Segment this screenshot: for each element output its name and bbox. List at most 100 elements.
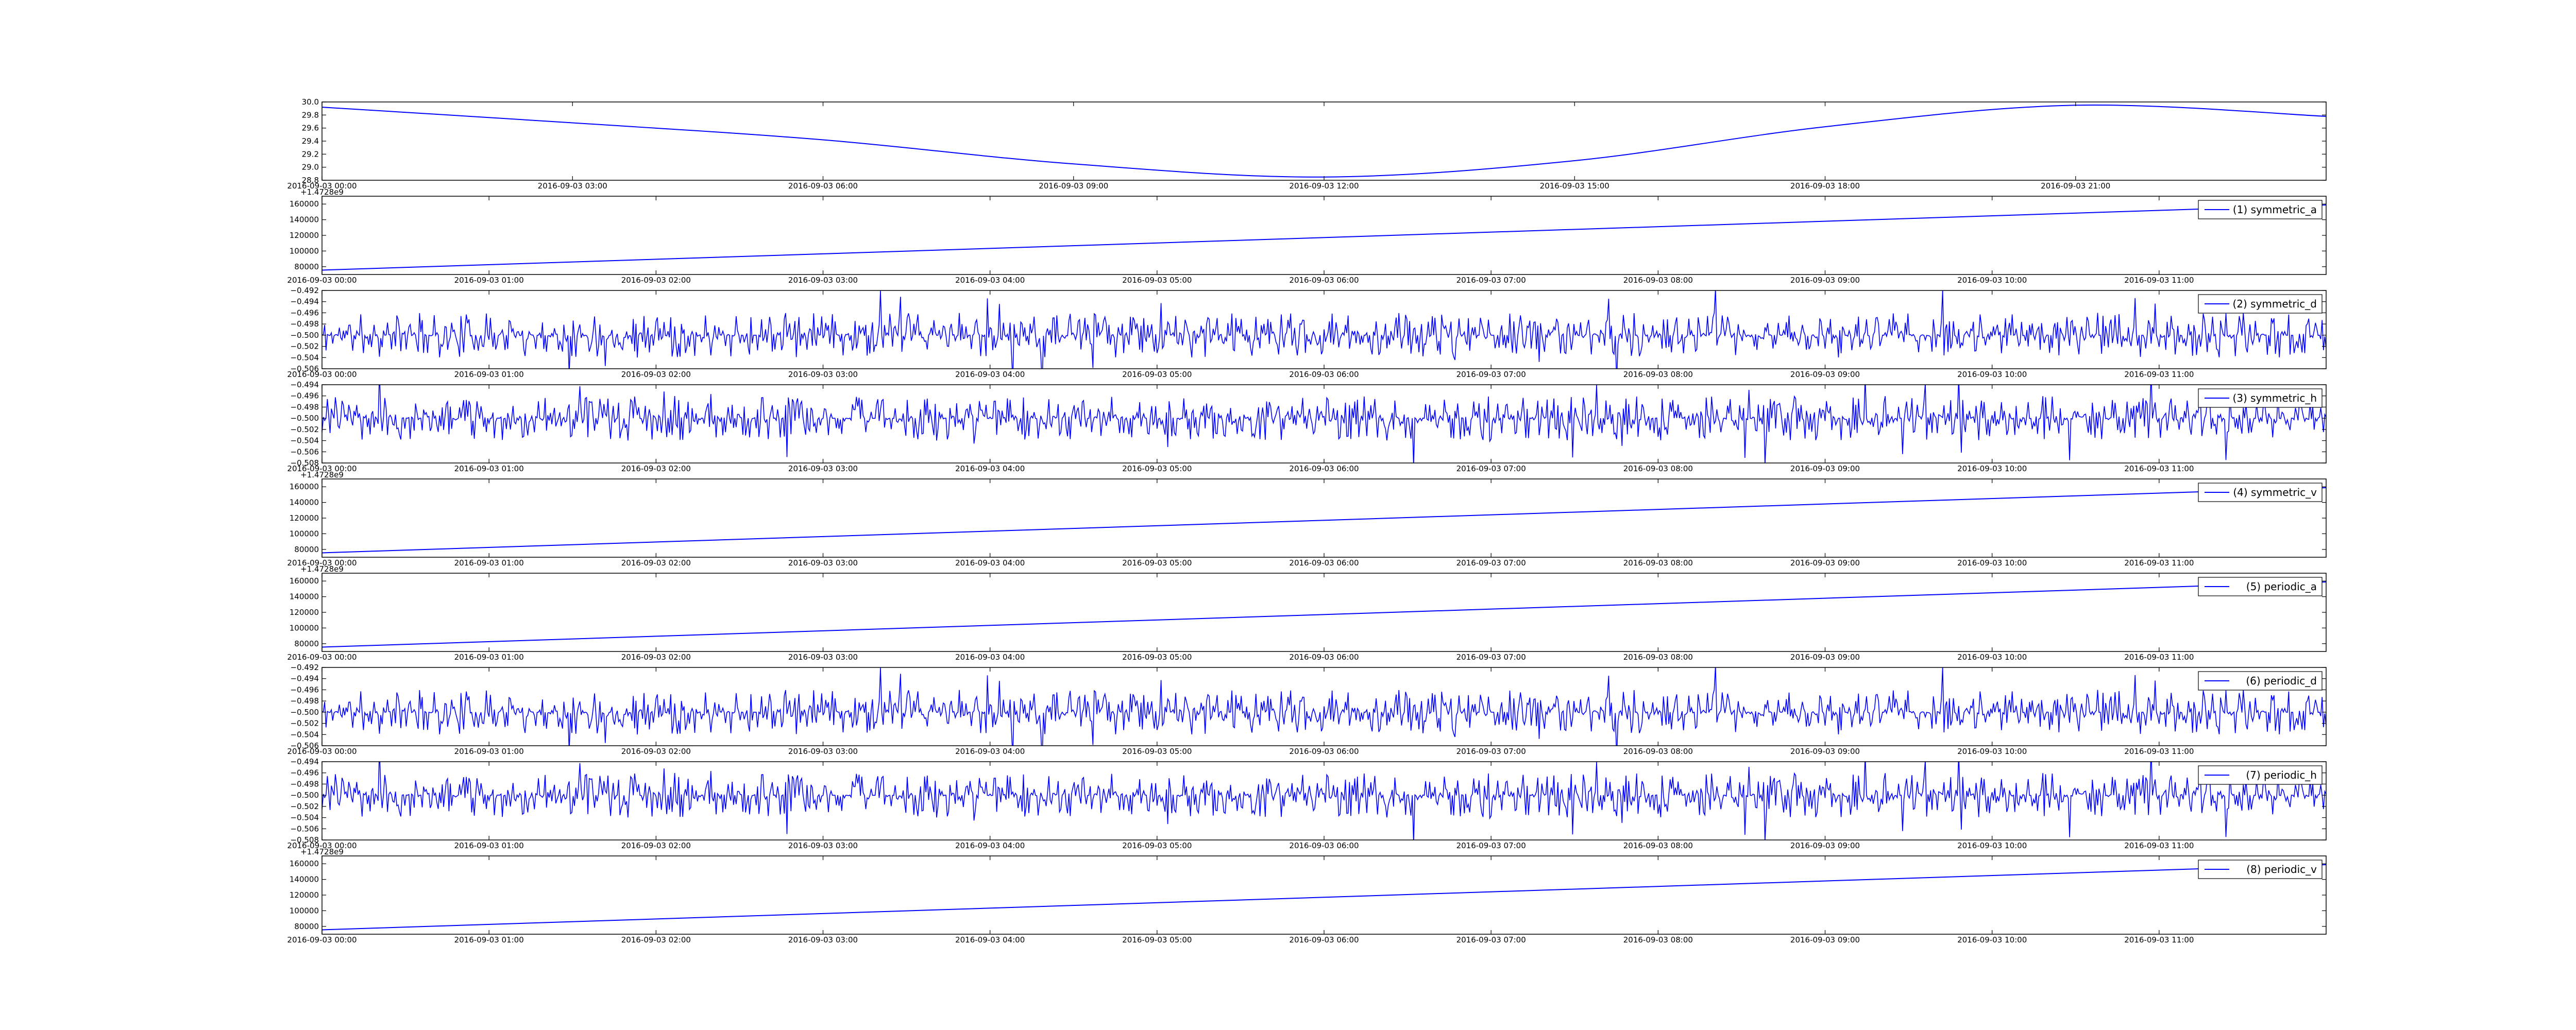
x-tick-label: 2016-09-03 06:00 — [1289, 276, 1359, 285]
x-tick-label: 2016-09-03 01:00 — [454, 653, 524, 662]
y-tick-label: 160000 — [290, 482, 319, 491]
y-tick-label: −0.494 — [290, 380, 319, 389]
x-tick-label: 2016-09-03 06:00 — [1289, 841, 1359, 850]
series-line — [322, 864, 2326, 931]
x-tick-label: 2016-09-03 07:00 — [1456, 747, 1526, 756]
axes-frame — [321, 101, 2327, 181]
y-tick-label: 160000 — [290, 576, 319, 586]
y-tick-label: −0.504 — [290, 813, 319, 822]
x-tick-label: 2016-09-03 18:00 — [1790, 181, 1860, 191]
x-tick-label: 2016-09-03 09:00 — [1790, 558, 1860, 568]
series-line — [322, 290, 2326, 369]
x-tick-label: 2016-09-03 00:00 — [287, 653, 357, 662]
x-tick-label: 2016-09-03 06:00 — [1289, 464, 1359, 473]
x-tick-label: 2016-09-03 00:00 — [287, 558, 357, 568]
y-tick-label: 30.0 — [302, 97, 319, 107]
x-tick-label: 2016-09-03 10:00 — [1957, 464, 2027, 473]
x-tick-label: 2016-09-03 10:00 — [1957, 747, 2027, 756]
legend: (6) periodic_d — [2198, 671, 2323, 691]
x-tick-label: 2016-09-03 12:00 — [1289, 181, 1359, 191]
series-line — [322, 104, 2326, 178]
y-tick-label: 100000 — [290, 623, 319, 632]
x-tick-label: 2016-09-03 02:00 — [621, 747, 691, 756]
legend-label: (5) periodic_a — [2246, 580, 2317, 593]
x-tick-label: 2016-09-03 07:00 — [1456, 841, 1526, 850]
x-tick-label: 2016-09-03 04:00 — [955, 841, 1025, 850]
x-tick-label: 2016-09-03 00:00 — [287, 464, 357, 473]
y-tick-label: 29.2 — [302, 149, 319, 159]
x-tick-label: 2016-09-03 02:00 — [621, 370, 691, 379]
x-tick-label: 2016-09-03 07:00 — [1456, 276, 1526, 285]
x-tick-label: 2016-09-03 01:00 — [454, 464, 524, 473]
x-tick-label: 2016-09-03 10:00 — [1957, 276, 2027, 285]
x-tick-label: 2016-09-03 10:00 — [1957, 370, 2027, 379]
x-tick-label: 2016-09-03 01:00 — [454, 276, 524, 285]
x-tick-label: 2016-09-03 09:00 — [1790, 747, 1860, 756]
y-tick-label: 140000 — [290, 498, 319, 507]
y-tick-label: −0.504 — [290, 436, 319, 445]
x-tick-label: 2016-09-03 07:00 — [1456, 558, 1526, 568]
x-tick-label: 2016-09-03 00:00 — [287, 181, 357, 191]
y-tick-label: −0.496 — [290, 685, 319, 694]
y-tick-label: −0.492 — [290, 663, 319, 672]
y-tick-label: 160000 — [290, 859, 319, 868]
legend: (8) periodic_v — [2198, 860, 2323, 879]
chart-panel: 2016-09-03 00:00 2016-09-03 01:00 2016-09-… — [287, 380, 2327, 473]
y-tick-label: −0.506 — [290, 741, 319, 750]
legend-label: (3) symmetric_h — [2232, 392, 2317, 404]
y-tick-label: −0.502 — [290, 719, 319, 728]
axes-frame — [321, 855, 2327, 935]
y-tick-label: −0.492 — [290, 286, 319, 295]
axes-frame — [321, 196, 2327, 275]
x-tick-label: 2016-09-03 00:00 — [287, 276, 357, 285]
series-line — [322, 762, 2326, 840]
x-tick-label: 2016-09-03 08:00 — [1623, 653, 1693, 662]
x-tick-label: 2016-09-03 02:00 — [621, 653, 691, 662]
legend: (7) periodic_h — [2198, 765, 2323, 785]
series-line — [322, 581, 2326, 648]
x-tick-label: 2016-09-03 09:00 — [1039, 181, 1108, 191]
y-tick-label: 29.0 — [302, 163, 319, 172]
x-tick-label: 2016-09-03 00:00 — [287, 935, 357, 945]
y-tick-label: 29.8 — [302, 110, 319, 119]
x-tick-label: 2016-09-03 05:00 — [1122, 558, 1192, 568]
series-line — [322, 385, 2326, 463]
y-tick-label: 140000 — [290, 592, 319, 602]
x-tick-label: 2016-09-03 03:00 — [788, 747, 858, 756]
y-tick-label: 28.8 — [302, 176, 319, 185]
x-tick-label: 2016-09-03 08:00 — [1623, 935, 1693, 945]
chart-panel: 2016-09-03 00:00 2016-09-03 01:00 2016-09-… — [287, 286, 2327, 379]
y-tick-label: −0.494 — [290, 297, 319, 306]
y-tick-label: 100000 — [290, 906, 319, 915]
x-tick-label: 2016-09-03 05:00 — [1122, 841, 1192, 850]
x-tick-label: 2016-09-03 03:00 — [788, 558, 858, 568]
y-tick-label: 80000 — [294, 922, 319, 931]
axes-frame — [321, 573, 2327, 652]
chart-panel: 2016-09-03 00:00 2016-09-03 01:00 2016-09-… — [287, 564, 2327, 662]
x-tick-label: 2016-09-03 08:00 — [1623, 464, 1693, 473]
x-tick-label: 2016-09-03 00:00 — [287, 841, 357, 850]
y-tick-label: −0.500 — [290, 791, 319, 800]
x-tick-label: 2016-09-03 02:00 — [621, 464, 691, 473]
legend-label: (8) periodic_v — [2246, 863, 2317, 876]
chart-panel: 2016-09-03 00:00 2016-09-03 01:00 2016-09-… — [287, 757, 2327, 850]
legend-label: (4) symmetric_v — [2233, 486, 2317, 499]
x-tick-label: 2016-09-03 00:00 — [287, 370, 357, 379]
x-tick-label: 2016-09-03 15:00 — [1540, 181, 1609, 191]
x-tick-label: 2016-09-03 07:00 — [1456, 653, 1526, 662]
series-line — [322, 204, 2326, 271]
y-tick-label: −0.508 — [290, 835, 319, 845]
series-line — [322, 667, 2326, 746]
x-tick-label: 2016-09-03 03:00 — [788, 464, 858, 473]
y-tick-label: 120000 — [290, 513, 319, 523]
y-tick-label: 120000 — [290, 890, 319, 900]
axis-offset-text: +1.4728e9 — [300, 187, 344, 197]
x-tick-label: 2016-09-03 08:00 — [1623, 276, 1693, 285]
x-tick-label: 2016-09-03 11:00 — [2124, 935, 2194, 945]
x-tick-label: 2016-09-03 04:00 — [955, 653, 1025, 662]
legend: (2) symmetric_d — [2198, 294, 2323, 314]
x-tick-label: 2016-09-03 11:00 — [2124, 370, 2194, 379]
x-tick-label: 2016-09-03 10:00 — [1957, 935, 2027, 945]
x-tick-label: 2016-09-03 05:00 — [1122, 370, 1192, 379]
x-tick-label: 2016-09-03 05:00 — [1122, 276, 1192, 285]
